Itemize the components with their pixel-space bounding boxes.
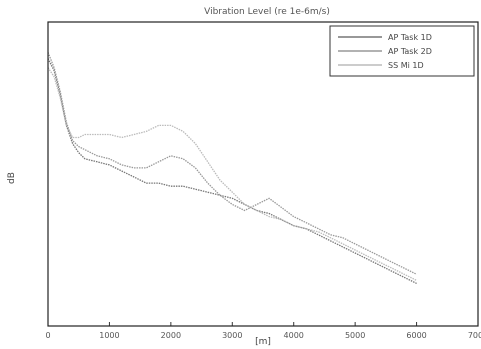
x-tick-label: 1000 [99,331,119,340]
x-tick-label: 7000 [468,331,481,340]
x-tick-label: 6000 [406,331,426,340]
series-group [47,52,417,284]
series-line-3 [47,67,417,281]
y-axis-label: dB [7,172,17,184]
legend-label: SS Mi 1D [388,61,424,70]
x-tick-label: 3000 [222,331,242,340]
x-tick-label: 5000 [345,331,365,340]
legend-label: AP Task 2D [388,47,432,56]
series-line-1 [47,58,417,284]
x-axis-label: [m] [255,337,271,347]
chart-title: Vibration Level (re 1e-6m/s) [204,7,330,17]
x-tick-label: 2000 [161,331,181,340]
x-tick-label: 0 [45,331,50,340]
legend-label: AP Task 1D [388,33,432,42]
x-tick-label: 4000 [284,331,304,340]
legend: AP Task 1D AP Task 2D SS Mi 1D [329,25,475,77]
series-line-2 [47,52,417,275]
plot-frame [47,21,479,327]
